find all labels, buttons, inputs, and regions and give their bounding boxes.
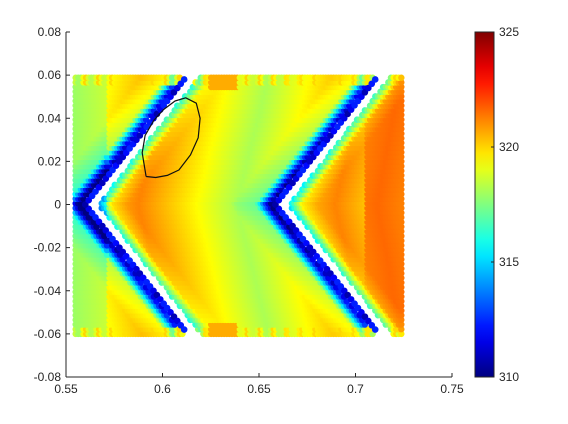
data-point [398, 312, 405, 319]
data-point [398, 307, 405, 314]
data-point [398, 321, 405, 328]
scatter-plot-area [72, 74, 405, 338]
data-point [398, 326, 405, 333]
data-point [398, 316, 405, 324]
data-point [398, 298, 405, 305]
data-point [398, 293, 405, 300]
data-point [398, 330, 405, 338]
data-point [145, 288, 152, 296]
data-point [398, 302, 405, 310]
